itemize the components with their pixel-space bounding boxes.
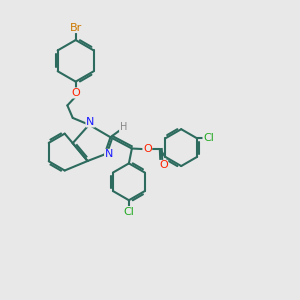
Text: Cl: Cl: [124, 206, 134, 217]
Text: N: N: [105, 149, 113, 160]
Text: O: O: [159, 160, 168, 170]
Text: Cl: Cl: [203, 134, 214, 143]
Text: H: H: [120, 122, 127, 131]
Text: N: N: [86, 117, 94, 127]
Text: O: O: [71, 88, 80, 98]
Text: O: O: [143, 144, 152, 154]
Text: Br: Br: [70, 22, 82, 32]
Text: N: N: [105, 149, 113, 160]
Text: N: N: [86, 117, 95, 127]
